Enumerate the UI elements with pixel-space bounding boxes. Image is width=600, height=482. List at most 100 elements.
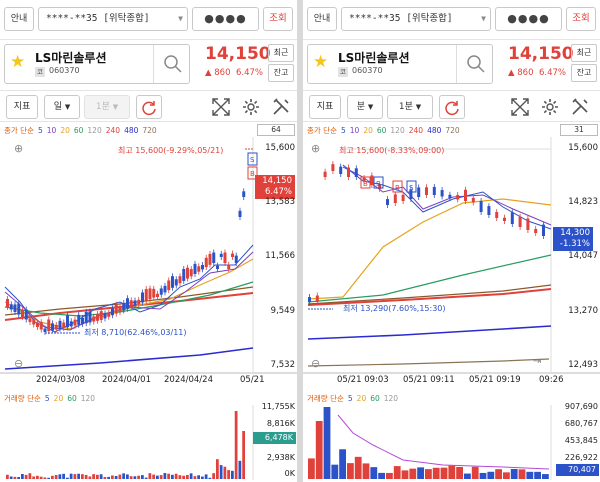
minute-select[interactable]: 1분 ▼	[387, 95, 433, 119]
price-change: ▲ 860	[508, 68, 533, 78]
volume-bar	[193, 476, 197, 479]
candle-body	[88, 311, 92, 323]
stock-name: LS마린솔루션	[35, 51, 107, 65]
candle-body	[122, 302, 126, 311]
expand-icon[interactable]	[511, 98, 529, 116]
price-chart[interactable]: 종가 단순 5 10 20 60 120 240 480 720 64 ⊕ ⊖ S B 최고 1…	[0, 123, 297, 482]
balance-button[interactable]: 잔고	[268, 64, 294, 82]
zoom-in-icon[interactable]: ⊕	[311, 142, 320, 155]
candle-body	[84, 311, 88, 324]
volume-bar	[339, 449, 346, 479]
expand-icon[interactable]	[212, 98, 230, 116]
recent-button[interactable]: 최근	[571, 44, 597, 62]
volume-legend: 거래량 단순 5 20 60 120	[4, 393, 99, 404]
password-field[interactable]: ●●●●	[495, 7, 562, 31]
scroll-end-icon[interactable]: ⇥	[533, 356, 541, 367]
vol-legend-20: 20	[53, 394, 64, 403]
volume-bar	[201, 476, 204, 479]
volume-plot	[308, 405, 552, 480]
account-select[interactable]: ****-**35 [위탁종합] ▼	[341, 7, 491, 31]
candle-body	[464, 189, 467, 201]
ma-legend-480: 480	[124, 126, 139, 135]
change-percent: 6.47%	[539, 68, 567, 78]
candle-body	[129, 300, 133, 308]
price-change: ▲ 860	[205, 68, 230, 78]
minute-value: 1분	[398, 102, 413, 112]
x-axis-label: 2024/03/08	[36, 375, 85, 385]
volume-bar	[32, 476, 35, 479]
volume-bar	[186, 475, 189, 479]
tools-icon[interactable]	[272, 98, 290, 116]
candle-body	[92, 316, 96, 322]
refresh-button[interactable]	[439, 95, 465, 119]
candle-body	[409, 189, 413, 199]
candle-body	[17, 303, 21, 315]
volume-bar	[456, 466, 463, 479]
volume-bar	[487, 471, 495, 479]
volume-bar	[174, 473, 178, 479]
stock-code: 060370	[352, 66, 383, 75]
candlesticks	[6, 188, 246, 335]
search-button[interactable]	[456, 45, 493, 83]
volume-bar	[204, 474, 208, 479]
high-annotation: 최고 15,600(-8.33%,09:00)	[339, 146, 445, 155]
inquiry-button[interactable]: 조회	[263, 7, 293, 31]
search-button[interactable]	[153, 45, 190, 83]
zoom-out-icon[interactable]: ⊖	[14, 357, 23, 370]
period-select[interactable]: 분 ▼	[347, 95, 383, 119]
stock-selector[interactable]: ★ LS마린솔루션 코 060370	[307, 44, 493, 84]
volume-bar	[315, 421, 323, 479]
volume-bar	[111, 475, 114, 479]
candle-body	[197, 266, 201, 272]
account-select[interactable]: ****-**35 [위탁종합] ▼	[38, 7, 188, 31]
zoom-in-icon[interactable]: ⊕	[14, 142, 23, 155]
settings-gear-icon[interactable]	[541, 98, 559, 116]
candle-body	[189, 269, 193, 277]
candle-body	[54, 324, 58, 330]
indicator-button[interactable]: 지표	[6, 95, 38, 119]
volume-bar	[189, 473, 193, 479]
stock-selector[interactable]: ★ LS마린솔루션 코 060370	[4, 44, 190, 84]
volume-bar	[495, 469, 502, 479]
indicator-button[interactable]: 지표	[309, 95, 341, 119]
candle-body	[231, 253, 234, 257]
candle-body	[24, 309, 28, 320]
volume-bar	[354, 456, 362, 479]
info-button[interactable]: 안내	[4, 7, 34, 31]
candle-body	[144, 289, 148, 301]
ma-legend-120: 120	[390, 126, 405, 135]
volume-bar	[163, 473, 167, 479]
vol-legend-title: 거래량 단순	[4, 394, 41, 403]
minute-select[interactable]: 1분 ▼	[84, 95, 130, 119]
info-button[interactable]: 안내	[307, 7, 337, 31]
ma-legend-720: 720	[142, 126, 157, 135]
price-chart[interactable]: 종가 단순 5 10 20 60 120 240 480 720 31 ⊕ ⊖ ⇥ S S B …	[303, 123, 600, 482]
ma-legend-5: 5	[37, 126, 43, 135]
current-price: 14,150	[205, 44, 271, 64]
stock-code: 060370	[49, 66, 80, 75]
volume-bar	[219, 465, 223, 479]
volume-bar	[126, 474, 129, 479]
settings-gear-icon[interactable]	[242, 98, 260, 116]
zoom-out-icon[interactable]: ⊖	[311, 357, 320, 370]
candle-body	[186, 267, 189, 279]
minute-value: 1분	[95, 102, 110, 112]
period-select[interactable]: 일 ▼	[44, 95, 80, 119]
dropdown-arrow-icon: ▼	[178, 14, 183, 23]
tools-icon[interactable]	[571, 98, 589, 116]
volume-bar	[122, 473, 125, 479]
recent-button[interactable]: 최근	[268, 44, 294, 62]
ma-20-line	[307, 198, 552, 300]
favorite-star-icon[interactable]: ★	[313, 52, 329, 72]
refresh-button[interactable]	[136, 95, 162, 119]
inquiry-button[interactable]: 조회	[566, 7, 596, 31]
candle-body	[440, 190, 444, 197]
volume-bar	[43, 477, 47, 479]
balance-button[interactable]: 잔고	[571, 64, 597, 82]
candle-body	[174, 279, 178, 286]
favorite-star-icon[interactable]: ★	[10, 52, 26, 72]
vol-legend-120: 120	[80, 394, 96, 403]
password-field[interactable]: ●●●●	[192, 7, 259, 31]
ma-legend-5: 5	[340, 126, 346, 135]
candle-body	[432, 186, 436, 195]
